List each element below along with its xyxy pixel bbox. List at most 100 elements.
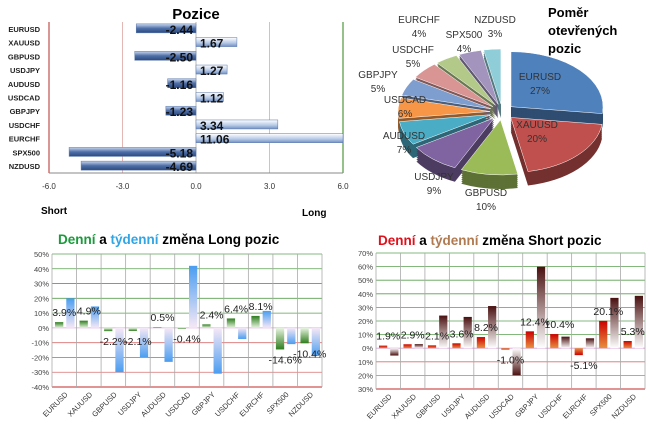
data-label: -14.6% xyxy=(269,354,302,366)
title-part: týdenní xyxy=(431,233,480,248)
bar xyxy=(536,266,546,349)
pie-category-label: EURCHF xyxy=(398,15,440,26)
pie-percent-label: 6% xyxy=(398,109,413,120)
category-label: EURUSD xyxy=(41,390,70,419)
category-label: SPX500 xyxy=(12,148,40,157)
title-part: Denní xyxy=(378,233,417,248)
data-label: 20.1% xyxy=(593,306,623,318)
bar xyxy=(574,348,583,356)
bar xyxy=(488,306,497,349)
bar xyxy=(195,119,279,130)
y-tick-label: 30% xyxy=(358,303,373,312)
category-label: GBPUSD xyxy=(90,390,119,419)
y-tick-label: 20% xyxy=(358,317,373,326)
data-label: -1.23 xyxy=(166,105,194,119)
bar xyxy=(195,37,238,47)
bar xyxy=(213,327,222,374)
bar xyxy=(623,340,632,349)
y-tick-label: -40% xyxy=(31,383,49,392)
bar xyxy=(195,133,344,143)
data-label: 12.4% xyxy=(520,316,550,328)
pie-category-label: USDCHF xyxy=(392,45,434,56)
bar xyxy=(195,92,224,102)
category-label: EURCHF xyxy=(9,135,41,144)
y-tick-label: 0% xyxy=(38,324,49,333)
pie-category-label: AUDUSD xyxy=(383,131,425,142)
bar xyxy=(202,324,211,328)
pie-category-label: GBPJPY xyxy=(358,70,398,81)
title-part: změna Short pozic xyxy=(479,233,603,248)
bar xyxy=(262,310,271,328)
category-label: USDCHF xyxy=(536,392,565,421)
y-tick-label: 20% xyxy=(34,294,49,303)
category-label: EURUSD xyxy=(365,392,394,421)
data-label: -1.0% xyxy=(497,355,524,367)
bar xyxy=(66,298,75,328)
pie-percent-label: 7% xyxy=(397,145,412,156)
bar xyxy=(452,343,461,349)
y-tick-label: 60% xyxy=(358,263,373,272)
y-tick-label: 10% xyxy=(358,358,373,367)
data-label: 1.27 xyxy=(200,64,224,78)
y-tick-label: 10% xyxy=(34,309,49,318)
pie-category-label: GBPUSD xyxy=(465,188,507,199)
data-label: 5.3% xyxy=(621,326,645,338)
bar xyxy=(476,337,486,349)
data-label: 1.12 xyxy=(200,92,224,106)
data-label: 10.4% xyxy=(545,319,575,331)
pie-slice xyxy=(483,48,502,105)
x-tick-label: -3.0 xyxy=(116,182,130,191)
short-label: Short xyxy=(41,206,68,217)
category-label: XAUUSD xyxy=(66,390,95,419)
y-tick-label: -10% xyxy=(31,339,49,348)
category-label: EURUSD xyxy=(8,25,40,34)
x-tick-label: 0.0 xyxy=(190,182,202,191)
category-label: USDCAD xyxy=(164,390,193,419)
data-label: 4.9% xyxy=(77,306,101,318)
chart-title: Poměr xyxy=(548,5,588,20)
bar xyxy=(634,295,643,349)
data-label: -2.44 xyxy=(166,23,194,37)
pie-slice xyxy=(458,50,499,105)
category-label: NZDUSD xyxy=(9,162,41,171)
y-tick-label: 30% xyxy=(34,280,49,289)
title-part: změna Long pozic xyxy=(159,232,280,247)
chart-title: otevřených xyxy=(548,23,617,38)
y-tick-label: -30% xyxy=(31,368,49,377)
short-change-chart: Denní a týdenní změna Short pozic 70% 60% 5… xyxy=(358,233,646,421)
data-label: -2.2% xyxy=(100,336,127,348)
bar xyxy=(439,315,448,349)
pie-percent-label: 9% xyxy=(427,186,442,197)
data-label: 6.4% xyxy=(224,303,248,315)
pie-slice xyxy=(436,55,496,106)
category-label: NZDUSD xyxy=(287,390,316,419)
pie-percent-label: 10% xyxy=(476,202,496,213)
y-tick-label: 50% xyxy=(34,250,49,259)
y-tick-label: 70% xyxy=(358,249,373,258)
bar xyxy=(79,320,88,328)
bar xyxy=(525,331,534,349)
bar xyxy=(164,327,173,362)
data-label: -2.1% xyxy=(124,336,151,348)
data-label: 3.9% xyxy=(52,307,76,319)
title-part: týdenní xyxy=(111,232,160,247)
pie-percent-label: 5% xyxy=(371,84,386,95)
category-label: USDCAD xyxy=(487,392,516,421)
category-label: AUDUSD xyxy=(139,390,168,419)
pozice-chart: Pozice -6.0 -3.0 0.0 3.0 6.0 EURUSD -2.44 XAUUSD… xyxy=(8,6,349,219)
pie-percent-label: 4% xyxy=(412,29,427,40)
bar xyxy=(610,297,619,349)
category-label: USDCHF xyxy=(9,121,41,130)
pie-category-label: SPX500 xyxy=(446,30,483,41)
bar xyxy=(128,327,137,331)
bar xyxy=(275,327,285,350)
bar xyxy=(177,327,186,329)
bar xyxy=(403,344,412,349)
pie-slice xyxy=(415,117,495,169)
data-label: 8.1% xyxy=(249,301,273,313)
pie-chart: EURUSD 27% XAUUSD 20% GBPUSD 10% USDJPY 9% AUDUS… xyxy=(358,5,617,213)
pie-category-label: USDJPY xyxy=(414,172,454,183)
bar xyxy=(115,327,124,373)
data-label: 3.34 xyxy=(200,119,224,133)
category-label: USDJPY xyxy=(10,66,40,75)
